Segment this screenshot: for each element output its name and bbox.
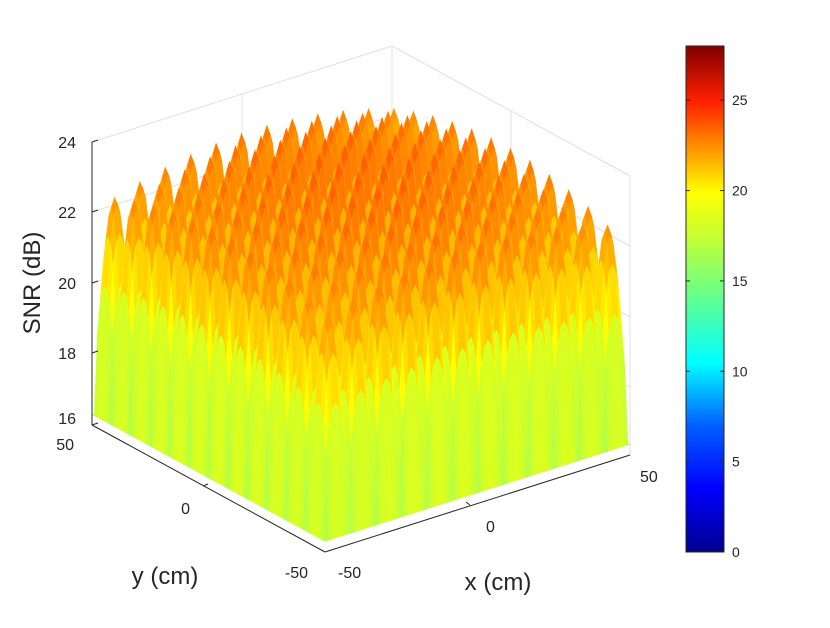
snr-surface <box>92 109 630 541</box>
